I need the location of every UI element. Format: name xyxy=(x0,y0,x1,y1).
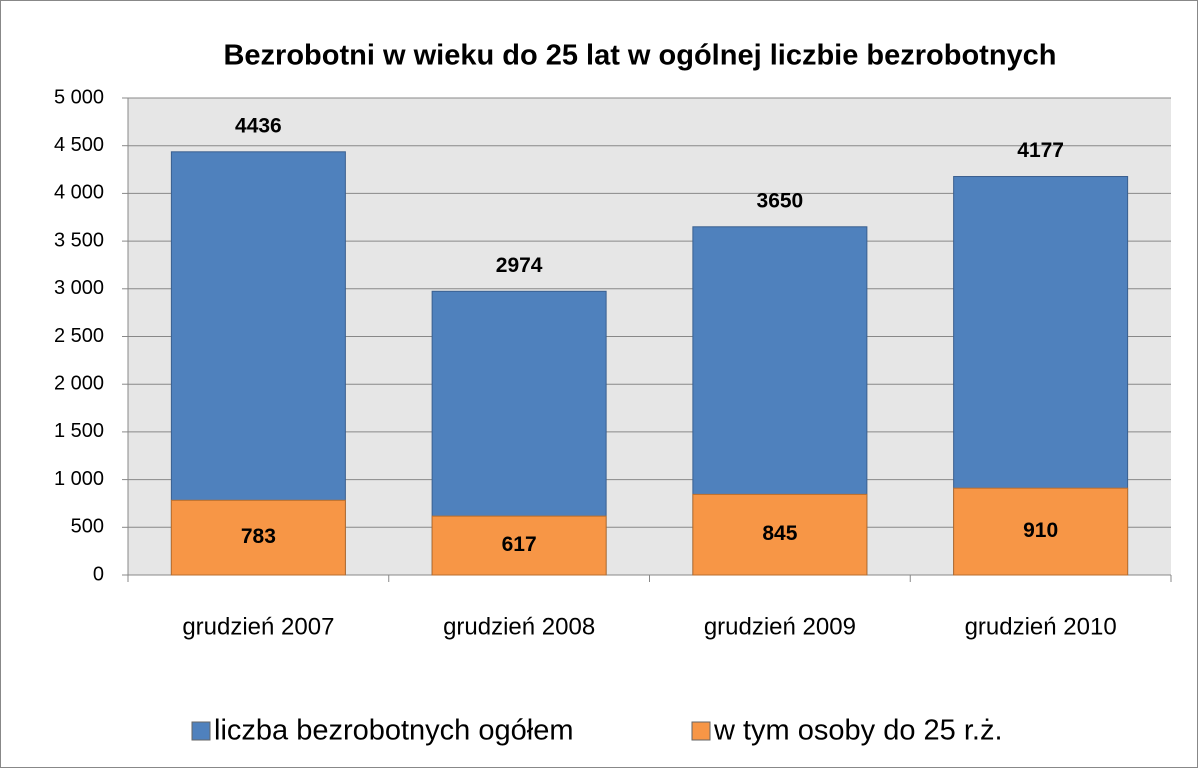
data-label: 617 xyxy=(502,533,537,556)
data-label: 845 xyxy=(762,522,797,545)
y-tick-label: 2 000 xyxy=(54,372,104,394)
y-tick-label: 0 xyxy=(93,563,104,585)
legend-swatch xyxy=(691,721,711,741)
data-label: 4436 xyxy=(235,114,282,137)
data-label: 3650 xyxy=(757,189,804,212)
x-tick-label: grudzień 2010 xyxy=(965,613,1117,640)
data-label: 2974 xyxy=(496,254,543,277)
x-tick-label: grudzień 2009 xyxy=(704,613,856,640)
bar xyxy=(431,515,607,576)
chart-title: Bezrobotni w wieku do 25 lat w ogólnej l… xyxy=(223,40,1056,72)
legend-label: liczba bezrobotnych ogółem xyxy=(214,715,573,747)
data-label: 4177 xyxy=(1017,139,1064,162)
y-tick-label: 1 000 xyxy=(54,468,104,490)
y-tick-label: 4 000 xyxy=(54,182,104,204)
legend-swatch xyxy=(191,721,211,741)
data-label: 910 xyxy=(1023,519,1058,542)
x-tick-label: grudzień 2008 xyxy=(443,613,595,640)
y-tick-label: 2 500 xyxy=(54,325,104,347)
y-tick-label: 5 000 xyxy=(54,86,104,108)
bar xyxy=(170,499,346,576)
y-tick-label: 3 000 xyxy=(54,277,104,299)
x-tick-label: grudzień 2007 xyxy=(182,613,334,640)
bar xyxy=(953,487,1129,576)
y-tick-label: 4 500 xyxy=(54,134,104,156)
y-tick-label: 500 xyxy=(71,516,104,538)
data-label: 783 xyxy=(241,525,276,548)
bar xyxy=(692,493,868,576)
y-tick-label: 1 500 xyxy=(54,420,104,442)
legend-label: w tym osoby do 25 r.ż. xyxy=(713,715,1003,747)
y-tick-label: 3 500 xyxy=(54,229,104,251)
